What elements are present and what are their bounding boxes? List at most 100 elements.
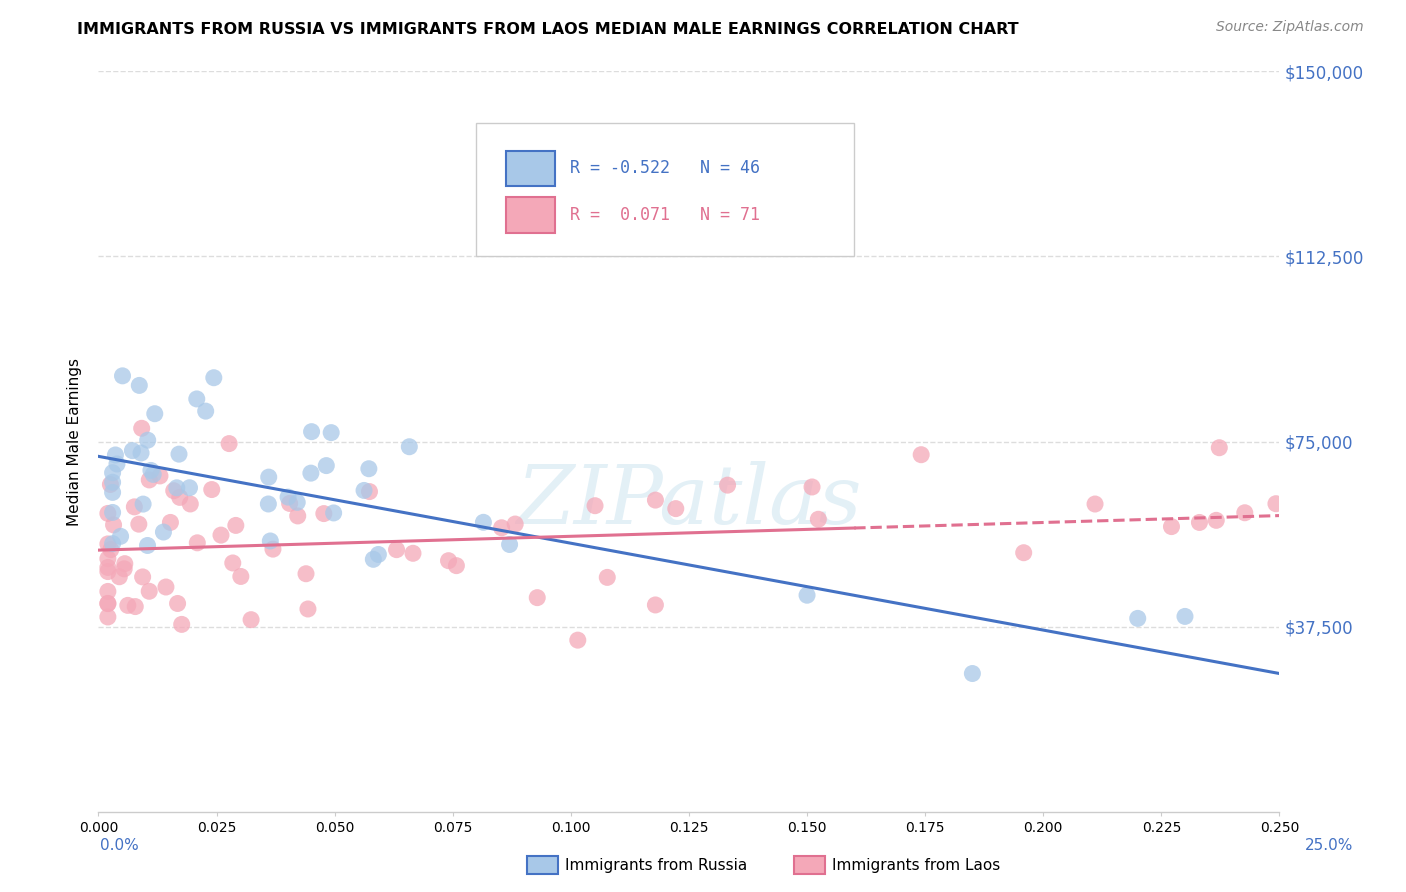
Point: [1188, 516, 1211, 530]
Point: [353, 483, 375, 498]
Point: [222, 556, 245, 570]
Point: [136, 433, 159, 447]
Point: [100, 477, 122, 491]
Point: [101, 505, 124, 519]
Point: [567, 633, 589, 648]
Point: [201, 483, 224, 497]
Point: [278, 496, 301, 510]
Point: [321, 425, 343, 440]
Point: [1174, 609, 1197, 624]
Point: [142, 467, 165, 482]
Point: [1126, 611, 1149, 625]
Point: [139, 463, 162, 477]
Point: [295, 566, 318, 581]
Point: [1205, 513, 1227, 527]
Point: [498, 537, 520, 551]
Text: 0.0%: 0.0%: [100, 838, 139, 853]
Point: [644, 493, 666, 508]
Point: [101, 485, 124, 500]
Point: [1084, 497, 1107, 511]
Point: [910, 448, 932, 462]
Point: [101, 475, 124, 490]
FancyBboxPatch shape: [477, 123, 855, 257]
Point: [716, 478, 738, 492]
Point: [101, 466, 124, 480]
Point: [194, 404, 217, 418]
Point: [97, 560, 120, 574]
Point: [100, 542, 122, 557]
Point: [359, 484, 381, 499]
Point: [97, 596, 120, 610]
Point: [262, 542, 284, 557]
Point: [218, 436, 240, 450]
Point: [103, 517, 125, 532]
Point: [229, 569, 252, 583]
Point: [962, 666, 984, 681]
Point: [240, 613, 263, 627]
Point: [202, 370, 225, 384]
Point: [491, 521, 513, 535]
Text: R = -0.522   N = 46: R = -0.522 N = 46: [569, 160, 759, 178]
Point: [97, 610, 120, 624]
Point: [644, 598, 666, 612]
Point: [129, 446, 152, 460]
Point: [138, 473, 160, 487]
Text: R =  0.071   N = 71: R = 0.071 N = 71: [569, 206, 759, 224]
Point: [149, 469, 172, 483]
Point: [186, 392, 208, 406]
Point: [108, 570, 131, 584]
Point: [583, 499, 606, 513]
Point: [97, 565, 120, 579]
Point: [503, 516, 526, 531]
Point: [128, 517, 150, 532]
Point: [152, 524, 174, 539]
Point: [297, 602, 319, 616]
Point: [186, 536, 208, 550]
Point: [111, 368, 134, 383]
Point: [301, 425, 323, 439]
Point: [1233, 506, 1256, 520]
Point: [179, 497, 201, 511]
Point: [596, 570, 619, 584]
Point: [807, 512, 830, 526]
Point: [312, 507, 335, 521]
Point: [97, 584, 120, 599]
Point: [117, 599, 139, 613]
Point: [112, 562, 135, 576]
Point: [315, 458, 337, 473]
Text: Immigrants from Russia: Immigrants from Russia: [565, 858, 748, 872]
Point: [121, 443, 143, 458]
Point: [437, 554, 460, 568]
Point: [446, 558, 468, 573]
Point: [143, 407, 166, 421]
Text: Source: ZipAtlas.com: Source: ZipAtlas.com: [1216, 20, 1364, 34]
Point: [132, 497, 155, 511]
Point: [97, 537, 120, 551]
Text: 25.0%: 25.0%: [1305, 838, 1353, 853]
Point: [257, 497, 280, 511]
Point: [526, 591, 548, 605]
Point: [159, 516, 181, 530]
Text: ZIPatlas: ZIPatlas: [516, 461, 862, 541]
FancyBboxPatch shape: [506, 197, 555, 233]
Point: [101, 536, 124, 550]
Point: [163, 483, 186, 498]
Text: Immigrants from Laos: Immigrants from Laos: [832, 858, 1001, 872]
Text: IMMIGRANTS FROM RUSSIA VS IMMIGRANTS FROM LAOS MEDIAN MALE EARNINGS CORRELATION : IMMIGRANTS FROM RUSSIA VS IMMIGRANTS FRO…: [77, 22, 1019, 37]
Point: [257, 470, 280, 484]
Point: [97, 597, 120, 611]
Y-axis label: Median Male Earnings: Median Male Earnings: [67, 358, 83, 525]
Point: [179, 481, 201, 495]
Point: [363, 552, 385, 566]
Point: [367, 548, 389, 562]
Point: [1264, 497, 1286, 511]
Point: [131, 570, 153, 584]
Point: [138, 584, 160, 599]
Point: [167, 447, 190, 461]
Point: [285, 495, 308, 509]
Point: [398, 440, 420, 454]
Point: [299, 466, 322, 480]
Point: [170, 617, 193, 632]
Point: [166, 597, 188, 611]
Point: [385, 542, 408, 557]
